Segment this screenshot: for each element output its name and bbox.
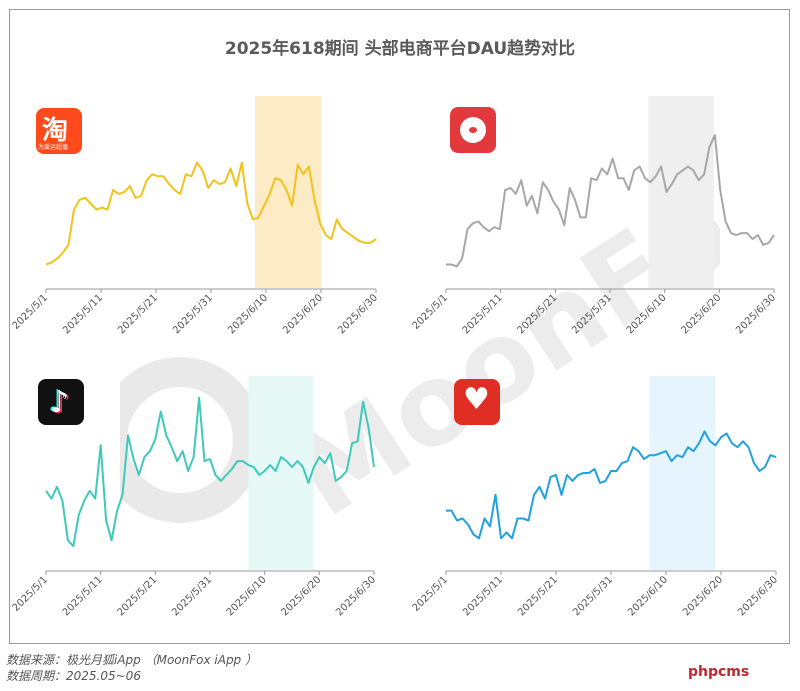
promo-period-band	[649, 376, 716, 570]
x-tick-label: 2025/5/11	[461, 292, 505, 336]
x-tick-label: 2025/6/30	[734, 292, 778, 336]
x-tick-label: 2025/6/10	[625, 292, 669, 336]
taobao-icon-tagline: 为爱运超值	[38, 144, 69, 151]
data-source-note: 数据来源：极光月狐iApp （MoonFox iApp ） 数据周期：2025.…	[6, 652, 257, 684]
taobao-icon-glyph: 淘	[42, 116, 69, 146]
x-tick-label: 2025/6/20	[681, 574, 725, 618]
x-tick-label: 2025/5/31	[171, 292, 215, 336]
promo-period-band	[248, 376, 314, 570]
x-tick-label: 2025/6/30	[334, 574, 378, 618]
dau-series-line	[45, 396, 375, 548]
taobao-icon: 淘 为爱运超值	[36, 108, 82, 154]
x-tick-label: 2025/5/1	[11, 292, 51, 332]
x-tick-label: 2025/5/11	[61, 292, 105, 336]
x-tick-label: 2025/5/31	[571, 574, 615, 618]
x-tick-label: 2025/5/1	[411, 292, 451, 332]
x-tick-label: 2025/6/20	[279, 574, 323, 618]
dau-series-line	[45, 161, 377, 266]
x-tick-label: 2025/5/11	[61, 574, 105, 618]
dau-series-line	[446, 430, 777, 540]
x-tick-label: 2025/5/21	[516, 574, 560, 618]
x-tick-label: 2025/6/30	[336, 292, 380, 336]
source-line-1: 数据来源：极光月狐iApp （MoonFox iApp ）	[6, 653, 257, 667]
source-line-2: 数据周期：2025.05~06	[6, 669, 141, 683]
jd-dog-nose	[469, 127, 477, 133]
x-tick-label: 2025/5/21	[515, 292, 559, 336]
x-tick-label: 2025/5/21	[115, 574, 159, 618]
pinduoduo-icon: ♥	[454, 379, 500, 425]
x-tick-label: 2025/6/20	[679, 292, 723, 336]
dau-series-line	[446, 134, 775, 268]
x-tick-label: 2025/6/30	[736, 574, 780, 618]
x-tick-label: 2025/5/31	[570, 292, 614, 336]
x-tick-label: 2025/5/11	[461, 574, 505, 618]
x-tick-label: 2025/5/1	[11, 574, 51, 614]
promo-period-band	[648, 96, 714, 288]
x-tick-label: 2025/6/10	[226, 292, 270, 336]
x-tick-label: 2025/5/31	[170, 574, 214, 618]
pinduoduo-heart-symbol: ♥	[463, 382, 490, 417]
site-brand: phpcms	[688, 664, 750, 680]
jd-icon	[450, 107, 496, 153]
x-tick-label: 2025/6/20	[281, 292, 325, 336]
x-tick-label: 2025/6/10	[225, 574, 269, 618]
douyin-icon: ♪	[38, 379, 84, 425]
x-tick-label: 2025/5/1	[411, 574, 451, 614]
x-tick-label: 2025/6/10	[626, 574, 670, 618]
x-tick-label: 2025/5/21	[116, 292, 160, 336]
page-title: 2025年618期间 头部电商平台DAU趋势对比	[224, 39, 576, 59]
douyin-note-symbol: ♪	[50, 385, 70, 420]
